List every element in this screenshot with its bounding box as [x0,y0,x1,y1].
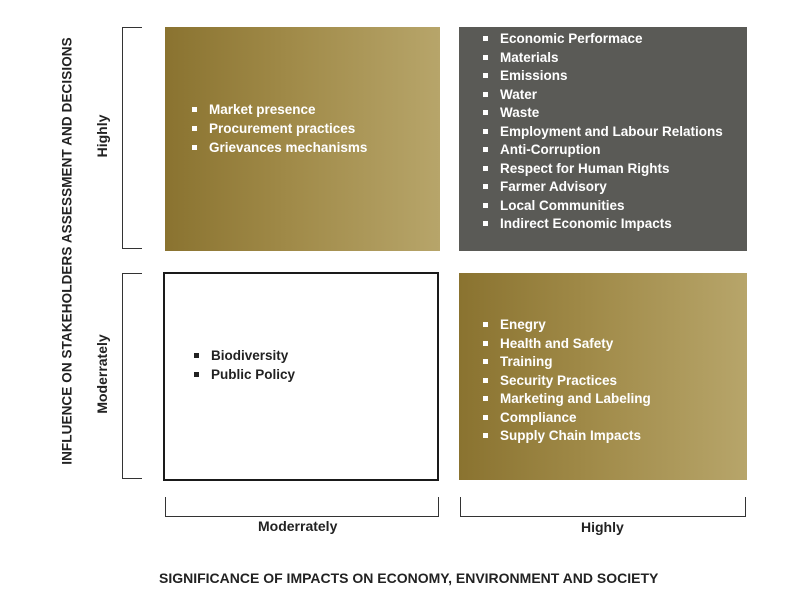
topic-item: Market presence [191,100,367,119]
topic-list: Biodiversity Public Policy [193,347,295,384]
x-axis-high-label: Highly [581,519,624,535]
y-axis-high-label: Highly [94,114,110,158]
y-axis-bracket-moderate [122,273,142,479]
topic-item: Public Policy [193,366,295,385]
quadrant-high-influence-high-significance: Economic Performace Materials Emissions … [459,27,747,251]
topic-item: Marketing and Labeling [482,390,651,409]
topic-item: Water [482,86,723,105]
topic-item: Anti-Corruption [482,141,723,160]
topic-item: Enegry [482,316,651,335]
x-axis-bracket-moderate [165,497,439,517]
topic-item: Procurement practices [191,119,367,138]
topic-item: Emissions [482,67,723,86]
topic-item: Local Communities [482,197,723,216]
topic-list: Market presence Procurement practices Gr… [191,100,367,157]
x-axis-moderate-label: Moderrately [258,518,338,534]
topic-item: Supply Chain Impacts [482,427,651,446]
topic-item: Training [482,353,651,372]
quadrant-moderate-influence-moderate-significance: Biodiversity Public Policy [163,272,439,481]
topic-item: Biodiversity [193,347,295,366]
topic-item: Grievances mechanisms [191,138,367,157]
topic-item: Indirect Economic Impacts [482,215,723,234]
topic-item: Respect for Human Rights [482,160,723,179]
x-axis-title: SIGNIFICANCE OF IMPACTS ON ECONOMY, ENVI… [159,570,659,586]
topic-item: Compliance [482,409,651,428]
topic-item: Materials [482,49,723,68]
quadrant-moderate-influence-high-significance: Enegry Health and Safety Training Securi… [459,273,747,480]
topic-item: Health and Safety [482,335,651,354]
y-axis-moderate-label: Moderrately [94,334,110,414]
y-axis-title: INFLUENCE ON STAKEHOLDERS ASSESSMENT AND… [59,37,75,465]
topic-item: Employment and Labour Relations [482,123,723,142]
x-axis-bracket-high [460,497,746,517]
y-axis-bracket-high [122,27,142,249]
topic-item: Farmer Advisory [482,178,723,197]
topic-list: Enegry Health and Safety Training Securi… [482,316,651,446]
quadrant-high-influence-moderate-significance: Market presence Procurement practices Gr… [165,27,440,251]
topic-item: Waste [482,104,723,123]
topic-item: Security Practices [482,372,651,391]
topic-item: Economic Performace [482,30,723,49]
topic-list: Economic Performace Materials Emissions … [482,30,723,234]
